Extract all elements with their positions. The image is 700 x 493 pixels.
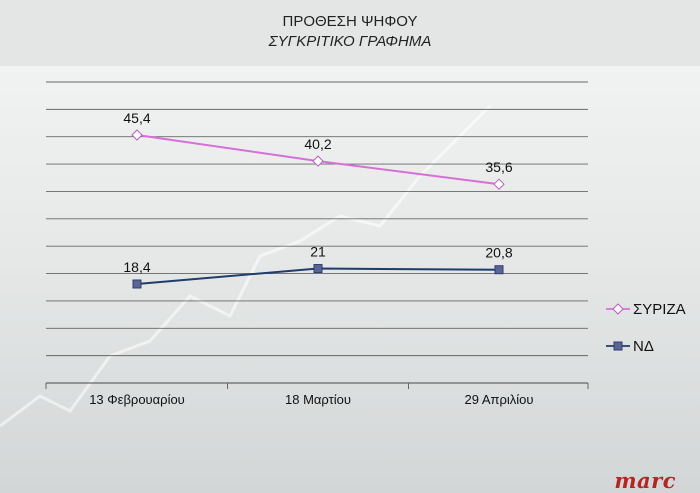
data-point-nd <box>313 264 323 274</box>
legend-swatch-syriza <box>606 303 630 315</box>
data-label-nd: 21 <box>310 244 326 260</box>
data-point-nd <box>494 265 504 275</box>
legend-item-nd: ΝΔ <box>606 336 686 356</box>
x-tick-label: 18 Μαρτίου <box>285 392 351 407</box>
data-point-syriza <box>493 178 505 190</box>
marc-logo: marc <box>614 468 676 493</box>
legend-label-nd: ΝΔ <box>633 337 654 355</box>
line-chart: 13 Φεβρουαρίου 18 Μαρτίου 29 Απριλίου 45,4 4… <box>0 81 589 428</box>
data-label-syriza: 45,4 <box>123 110 150 126</box>
legend-swatch-nd <box>606 341 630 351</box>
legend-label-syriza: ΣΥΡΙΖΑ <box>633 300 686 318</box>
chart-title: ΠΡΟΘΕΣΗ ΨΗΦΟΥ <box>282 13 418 30</box>
data-label-syriza: 35,6 <box>485 159 512 175</box>
chart-header: ΠΡΟΘΕΣΗ ΨΗΦΟΥ ΣΥΓΚΡΙΤΙΚΟ ΓΡΑΦΗΜΑ <box>0 0 700 66</box>
data-point-syriza <box>312 155 324 167</box>
chart-subtitle: ΣΥΓΚΡΙΤΙΚΟ ΓΡΑΦΗΜΑ <box>268 33 432 50</box>
data-point-syriza <box>131 129 143 141</box>
x-tick-label: 13 Φεβρουαρίου <box>89 392 185 407</box>
data-point-nd <box>132 279 142 289</box>
data-label-nd: 18,4 <box>123 259 150 275</box>
legend-item-syriza: ΣΥΡΙΖΑ <box>606 299 686 319</box>
data-label-nd: 20,8 <box>485 245 512 261</box>
data-label-syriza: 40,2 <box>304 136 331 152</box>
backdrop-trend-line <box>0 104 492 428</box>
x-tick-label: 29 Απριλίου <box>464 392 533 407</box>
chart-legend: ΣΥΡΙΖΑ ΝΔ <box>606 299 686 373</box>
chart-area: 13 Φεβρουαρίου 18 Μαρτίου 29 Απριλίου 45,4 4… <box>0 66 700 493</box>
